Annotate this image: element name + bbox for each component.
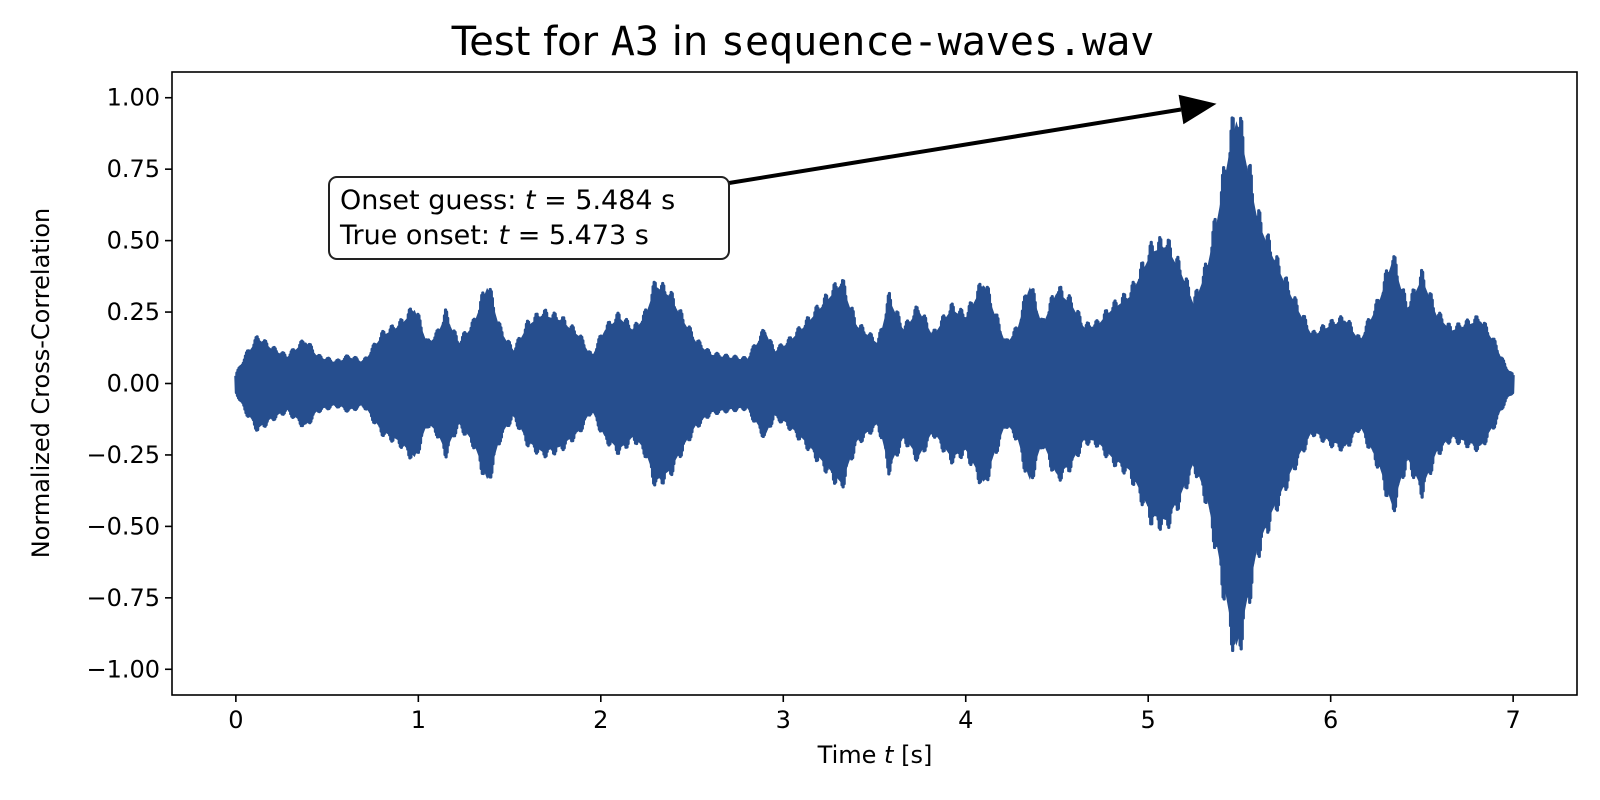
x-tick-label: 3 — [776, 706, 791, 734]
x-axis: 0 1 2 3 4 5 6 7 — [228, 695, 1521, 734]
annotation-arrow-line — [728, 107, 1182, 185]
y-tick-label: 0.25 — [107, 298, 160, 326]
y-tick-label: −1.00 — [86, 655, 160, 683]
x-tick-label: 1 — [411, 706, 426, 734]
x-tick-label: 7 — [1505, 706, 1520, 734]
waveform-envelope-fill — [235, 121, 1514, 646]
y-tick-label: 0.00 — [107, 370, 160, 398]
chart-title: Test for A3 in sequence-waves.wav — [451, 19, 1155, 65]
y-tick-label: 1.00 — [107, 84, 160, 112]
x-tick-label: 6 — [1323, 706, 1338, 734]
y-axis: 1.00 0.75 0.50 0.25 0.00 −0.25 −0.50 −0.75 −1.00 — [86, 84, 172, 683]
y-axis-label: Normalized Cross-Correlation — [27, 208, 55, 559]
annotation-arrow-head — [1178, 94, 1217, 125]
y-tick-label: 0.75 — [107, 155, 160, 183]
x-tick-label: 5 — [1141, 706, 1156, 734]
x-tick-label: 0 — [228, 706, 243, 734]
x-tick-label: 2 — [593, 706, 608, 734]
onset-annotation: Onset guess: t = 5.484 s True onset: t =… — [328, 94, 1217, 260]
y-tick-label: −0.50 — [86, 512, 160, 540]
annotation-true-onset: True onset: t = 5.473 s — [339, 220, 649, 251]
y-tick-label: −0.75 — [86, 584, 160, 612]
annotation-box — [328, 176, 730, 260]
y-tick-label: 0.50 — [107, 227, 160, 255]
y-tick-label: −0.25 — [86, 441, 160, 469]
x-axis-label: Time t [s] — [817, 741, 933, 769]
plot-area — [234, 116, 1515, 653]
x-tick-label: 4 — [958, 706, 973, 734]
annotation-onset-guess: Onset guess: t = 5.484 s — [340, 185, 675, 216]
